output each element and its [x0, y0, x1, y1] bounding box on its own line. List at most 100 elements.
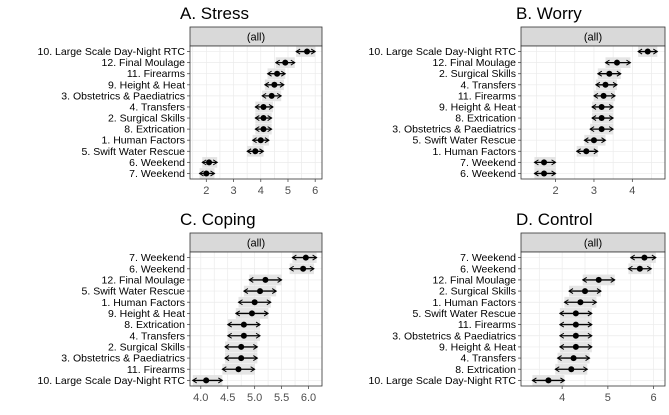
panel-2: B. Worry(all) 10. Large Scale Day-Night R… — [369, 4, 666, 197]
data-point — [238, 343, 245, 350]
ci-arrow-right — [592, 299, 598, 306]
panel-border — [189, 251, 323, 387]
y-tick-label: 7. Weekend — [460, 157, 516, 169]
ci-arrow-right — [276, 92, 283, 99]
panel-title: A. Stress — [180, 4, 249, 23]
ci-arrow-left — [533, 159, 539, 166]
y-tick-label: 3. Obstetrics & Paediatrics — [392, 330, 516, 342]
data-point — [252, 148, 259, 155]
y-tick-label: 12. Final Moulage — [433, 57, 517, 69]
data-point — [235, 366, 242, 373]
ci-arrow-left — [563, 299, 569, 306]
ci-arrow-left — [596, 70, 603, 77]
ci-arrow-right — [610, 276, 616, 283]
ci-arrow-left — [589, 126, 595, 133]
ci-arrow-left — [594, 81, 601, 88]
data-point — [545, 377, 552, 384]
ci-arrow-left — [242, 288, 249, 295]
y-tick-label: 8. Extrication — [455, 364, 516, 376]
data-point — [260, 115, 267, 122]
x-tick-label: 4.5 — [220, 392, 235, 404]
data-point — [572, 310, 579, 317]
x-tick-label: 5 — [285, 185, 291, 197]
y-tick-label: 5. Swift Water Rescue — [82, 286, 186, 298]
data-point — [577, 299, 584, 306]
plot-background — [190, 252, 322, 386]
data-point — [260, 126, 267, 133]
y-tick-label: 5. Swift Water Rescue — [82, 146, 186, 158]
data-point — [251, 299, 258, 306]
ci-arrow-right — [279, 81, 285, 88]
data-point — [238, 355, 245, 362]
y-tick-label: 2. Surgical Skills — [439, 286, 516, 298]
data-point — [268, 92, 275, 99]
data-point — [257, 288, 264, 295]
x-tick-label: 6.0 — [301, 392, 316, 404]
ci-arrow-right — [587, 343, 593, 350]
plot-background — [521, 252, 665, 386]
ci-arrow-right — [271, 288, 278, 295]
ci-arrow-left — [581, 276, 587, 283]
y-tick-label: 1. Human Factors — [102, 297, 185, 309]
x-tick-label: 4 — [559, 392, 565, 404]
y-tick-label: 3. Obstetrics & Paediatrics — [61, 353, 185, 365]
data-point — [282, 59, 289, 66]
ci-arrow-left — [246, 148, 252, 155]
y-tick-label: 10. Large Scale Day-Night RTC — [369, 375, 517, 387]
ci-arrow-left — [556, 355, 562, 362]
ci-arrow-right — [255, 332, 261, 339]
ci-arrow-left — [288, 265, 294, 272]
ci-arrow-right — [647, 265, 653, 272]
y-tick-label: 5. Swift Water Rescue — [413, 308, 517, 320]
ci-arrow-right — [583, 366, 589, 373]
y-tick-label: 8. Extrication — [124, 319, 185, 331]
y-tick-label: 7. Weekend — [129, 168, 185, 180]
data-point — [203, 170, 210, 177]
ci-arrow-right — [612, 81, 618, 88]
ci-arrow-right — [551, 170, 557, 177]
ci-arrow-left — [201, 159, 207, 166]
ci-arrow-left — [295, 48, 301, 55]
ci-arrow-right — [253, 355, 259, 362]
data-point — [583, 148, 590, 155]
ci-arrow-left — [224, 355, 230, 362]
ci-arrow-left — [554, 366, 560, 373]
y-tick-label: 12. Final Moulage — [102, 274, 186, 286]
data-point — [240, 332, 247, 339]
y-tick-label: 2. Surgical Skills — [108, 341, 185, 353]
ci-arrow-left — [558, 321, 565, 328]
ci-arrow-left — [254, 115, 260, 121]
ci-arrow-left — [266, 70, 272, 77]
y-tick-label: 11. Firearms — [458, 319, 516, 331]
ci-arrow-right — [309, 265, 315, 272]
data-point — [641, 254, 648, 261]
ci-arrow-right — [560, 377, 566, 384]
ci-arrow-left — [531, 377, 537, 384]
data-point — [302, 254, 309, 261]
ci-arrow-right — [651, 254, 657, 261]
ci-arrow-left — [558, 343, 565, 350]
data-point — [271, 81, 278, 88]
x-tick-label: 5.0 — [247, 392, 262, 404]
ci-arrow-right — [610, 92, 617, 99]
data-point — [240, 321, 247, 328]
ci-arrow-left — [558, 310, 565, 317]
ci-arrow-right — [266, 299, 272, 306]
ci-arrow-left — [291, 254, 297, 261]
ci-arrow-right — [210, 170, 216, 177]
ci-arrow-left — [604, 59, 610, 66]
panel-1: A. Stress (all) 10. Large Scale Day-Night … — [38, 4, 323, 197]
ci-arrow-right — [593, 148, 599, 155]
ci-arrow-left — [191, 377, 197, 384]
ci-arrow-right — [280, 70, 287, 77]
y-tick-label: 1. Human Factors — [433, 146, 516, 158]
ci-arrow-left — [226, 321, 232, 328]
y-tick-label: 3. Obstetrics & Paediatrics — [61, 90, 185, 102]
ci-arrow-right — [312, 254, 318, 261]
y-tick-label: 9. Height & Heat — [439, 341, 516, 353]
ci-arrow-right — [259, 148, 265, 155]
x-tick-label: 4 — [629, 185, 635, 197]
data-point — [595, 276, 602, 283]
